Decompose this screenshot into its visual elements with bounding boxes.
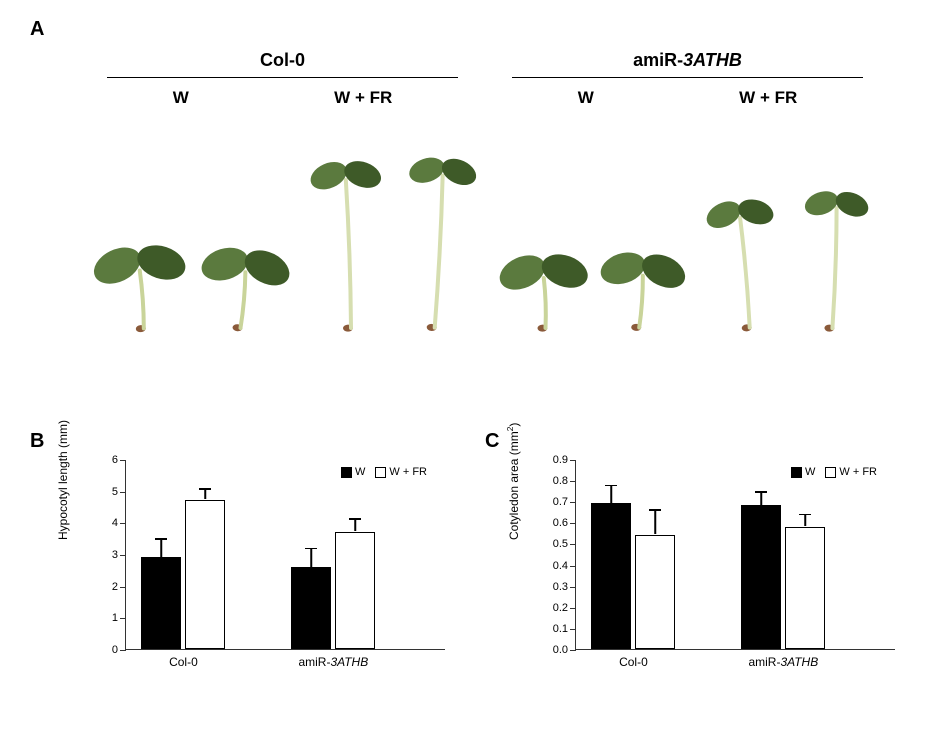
chart-c-plot-area: W W + FR 0.00.10.20.30.40.50.60.70.80.9C… (575, 460, 895, 650)
error-cap (199, 488, 211, 490)
chart-b-legend: W W + FR (341, 466, 427, 478)
error-bar (161, 540, 163, 557)
y-tick-label: 0.8 (553, 475, 576, 487)
bar (141, 557, 181, 649)
genotype-header-row: Col-0 W W + FR amiR-3ATHB W W + FR (100, 50, 870, 108)
legend-text: W (805, 466, 815, 478)
chart-c-legend: W W + FR (791, 466, 877, 478)
error-bar (311, 549, 313, 566)
x-category-label: amiR-3ATHB (713, 649, 853, 669)
legend-item: W + FR (825, 466, 877, 478)
bar-group (291, 532, 401, 649)
bar-group (741, 505, 851, 649)
seedling-icon (799, 175, 866, 338)
y-tick-label: 0.6 (553, 517, 576, 529)
legend-item: W (341, 466, 365, 478)
genotype-col-0: Col-0 W W + FR (100, 50, 465, 108)
y-tick-label: 1 (112, 612, 126, 624)
error-bar (805, 515, 807, 526)
chart-b-ylabel: Hypocotyl length (mm) (56, 420, 70, 540)
error-cap (155, 538, 167, 540)
legend-text: W + FR (839, 466, 877, 478)
cond-label: W + FR (739, 88, 797, 108)
genotype-title-italic: 3ATHB (683, 50, 742, 70)
genotype-col-1: amiR-3ATHB W W + FR (505, 50, 870, 108)
error-bar (205, 490, 207, 500)
bar (635, 535, 675, 649)
y-tick-label: 0.4 (553, 560, 576, 572)
x-category-label: Col-0 (563, 649, 703, 669)
x-category-label: amiR-3ATHB (263, 649, 403, 669)
panel-b-label: B (30, 430, 44, 453)
bar (335, 532, 375, 649)
seedling-icon (598, 234, 680, 338)
error-cap (799, 514, 811, 516)
genotype-underline-0 (107, 77, 457, 78)
y-tick-label: 6 (112, 454, 126, 466)
seedlings-group-2 (503, 118, 680, 338)
cond-label: W (578, 88, 594, 108)
chart-c-ylabel: Cotyledon area (mm2) (505, 423, 521, 540)
legend-swatch-black (791, 467, 802, 478)
error-bar (611, 486, 613, 503)
seedling-icon (715, 183, 784, 338)
legend-text: W (355, 466, 365, 478)
seedlings-group-3 (710, 118, 870, 338)
seedlings-group-0 (100, 118, 283, 338)
legend-swatch-black (341, 467, 352, 478)
error-bar (761, 493, 763, 506)
genotype-title-1: amiR-3ATHB (505, 50, 870, 77)
seedling-icon (198, 229, 283, 338)
panel-a: Col-0 W W + FR amiR-3ATHB W W + FR (100, 50, 870, 338)
panel-b-chart: Hypocotyl length (mm) W W + FR 0123456Co… (55, 440, 475, 700)
error-cap (605, 485, 617, 487)
genotype-title-0: Col-0 (100, 50, 465, 77)
cond-label: W (173, 88, 189, 108)
cond-label: W + FR (334, 88, 392, 108)
bar (785, 527, 825, 649)
panel-c-chart: Cotyledon area (mm2) W W + FR 0.00.10.20… (505, 440, 925, 700)
genotype-underline-1 (512, 77, 862, 78)
seedlings-group-1 (313, 118, 473, 338)
bar-group (591, 503, 701, 649)
y-tick-label: 0.3 (553, 581, 576, 593)
chart-b-plot-area: W W + FR 0123456Col-0amiR-3ATHB (125, 460, 445, 650)
genotype-title-prefix: amiR- (633, 50, 683, 70)
bar-group (141, 500, 251, 649)
y-tick-label: 2 (112, 581, 126, 593)
seedling-icon (400, 141, 469, 338)
bar (741, 505, 781, 649)
x-category-label: Col-0 (113, 649, 253, 669)
y-tick-label: 0.7 (553, 496, 576, 508)
y-tick-label: 0.1 (553, 623, 576, 635)
condition-row-0: W W + FR (100, 88, 465, 108)
error-cap (755, 491, 767, 493)
legend-swatch-white (375, 467, 386, 478)
legend-item: W (791, 466, 815, 478)
y-tick-label: 0.5 (553, 538, 576, 550)
error-cap (349, 518, 361, 520)
y-tick-label: 3 (112, 549, 126, 561)
error-cap (649, 509, 661, 511)
seedling-icon (503, 235, 588, 338)
y-tick-label: 0.9 (553, 454, 576, 466)
y-tick-label: 4 (112, 517, 126, 529)
error-bar (655, 511, 657, 534)
legend-item: W + FR (375, 466, 427, 478)
error-cap (305, 548, 317, 550)
y-tick-label: 0.2 (553, 602, 576, 614)
bar (185, 500, 225, 649)
condition-row-1: W W + FR (505, 88, 870, 108)
seedlings-row (100, 118, 870, 338)
legend-swatch-white (825, 467, 836, 478)
seedling-icon (315, 144, 387, 338)
panel-a-label: A (30, 18, 44, 41)
y-tick-label: 5 (112, 486, 126, 498)
legend-text: W + FR (389, 466, 427, 478)
seedling-icon (100, 226, 188, 338)
bar (591, 503, 631, 649)
panel-c-label: C (485, 430, 499, 453)
bar (291, 567, 331, 649)
error-bar (355, 520, 357, 531)
